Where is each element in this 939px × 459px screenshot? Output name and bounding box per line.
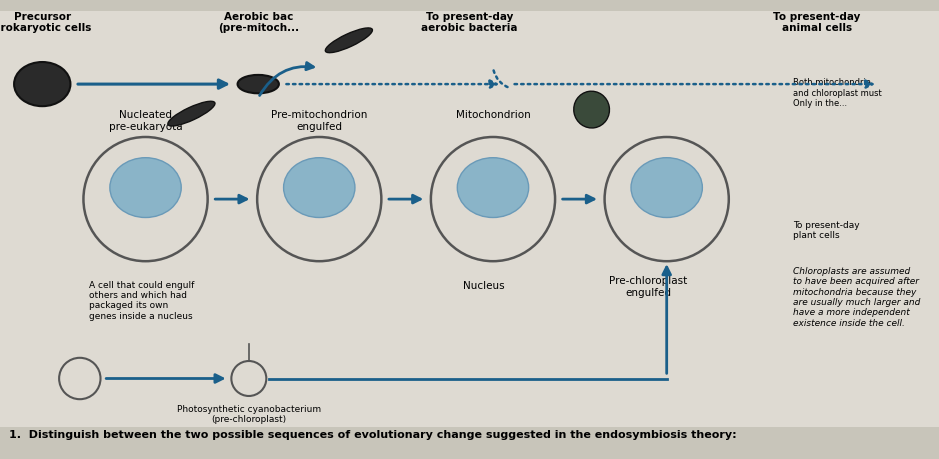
Text: Precursor
prokaryotic cells: Precursor prokaryotic cells — [0, 11, 91, 33]
Text: A cell that could engulf
others and which had
packaged its own
genes inside a nu: A cell that could engulf others and whic… — [89, 280, 194, 320]
Text: Aerobic bac
(pre-mitoch...: Aerobic bac (pre-mitoch... — [218, 11, 299, 33]
Text: Both mitochondria
and chloroplast must
Only in the...: Both mitochondria and chloroplast must O… — [793, 78, 883, 108]
Text: Mitochondrion: Mitochondrion — [455, 110, 531, 120]
Text: Pre-mitochondrion
engulfed: Pre-mitochondrion engulfed — [271, 110, 367, 132]
Ellipse shape — [238, 76, 279, 94]
Text: Chloroplasts are assumed
to have been acquired after
mitochondria because they
a: Chloroplasts are assumed to have been ac… — [793, 266, 921, 327]
Text: To present-day
plant cells: To present-day plant cells — [793, 220, 860, 240]
Text: To present-day
animal cells: To present-day animal cells — [773, 11, 861, 33]
Text: To present-day
aerobic bacteria: To present-day aerobic bacteria — [422, 11, 517, 33]
Ellipse shape — [631, 158, 702, 218]
FancyBboxPatch shape — [0, 11, 939, 427]
Ellipse shape — [574, 92, 609, 129]
Ellipse shape — [110, 158, 181, 218]
Text: Pre-chloroplast
engulfed: Pre-chloroplast engulfed — [608, 275, 687, 297]
Text: 1.  Distinguish between the two possible sequences of evolutionary change sugges: 1. Distinguish between the two possible … — [9, 429, 737, 439]
Ellipse shape — [168, 102, 215, 127]
Text: Photosynthetic cyanobacterium
(pre-chloroplast): Photosynthetic cyanobacterium (pre-chlor… — [177, 404, 321, 423]
Text: Nucleated
pre-eukaryota: Nucleated pre-eukaryota — [109, 110, 182, 132]
Ellipse shape — [325, 29, 373, 54]
Ellipse shape — [14, 63, 70, 107]
Ellipse shape — [284, 158, 355, 218]
Text: Nucleus: Nucleus — [463, 280, 504, 290]
Ellipse shape — [457, 158, 529, 218]
